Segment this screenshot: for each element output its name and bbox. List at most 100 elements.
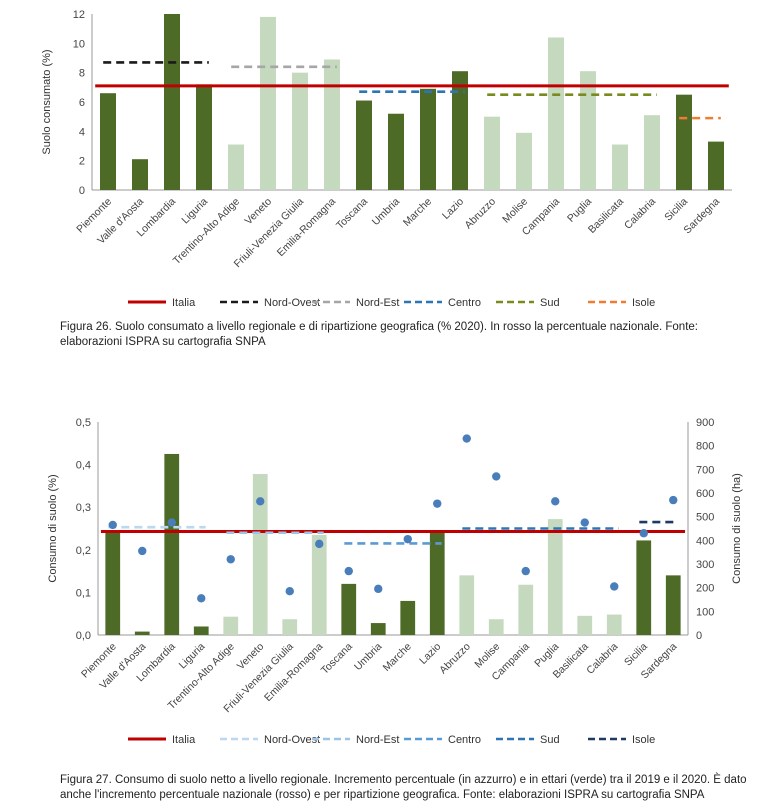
bar	[420, 88, 436, 190]
bar	[665, 575, 681, 635]
category-label: Abruzzo	[437, 641, 473, 677]
bar	[612, 144, 628, 190]
bar	[370, 623, 386, 635]
y-tick-label: 6	[79, 97, 85, 109]
scatter-point	[669, 495, 678, 505]
scatter-point	[108, 520, 117, 530]
y2-tick-label: 200	[696, 583, 714, 595]
bar	[324, 59, 340, 190]
bar	[223, 616, 239, 635]
bar	[164, 453, 180, 635]
category-label: Calabria	[584, 641, 620, 677]
y-tick-label: 0,3	[76, 502, 91, 514]
bar	[260, 16, 276, 190]
scatter-point	[285, 587, 294, 596]
scatter-point	[344, 566, 353, 576]
bar	[577, 615, 593, 635]
bar	[484, 116, 500, 190]
caption-figura-26: Figura 26. Suolo consumato a livello reg…	[60, 321, 698, 348]
bar	[252, 473, 268, 635]
y2-tick-label: 500	[696, 512, 714, 524]
bar	[196, 84, 212, 190]
legend-label: Nord-Ovest	[264, 297, 320, 309]
category-label: Toscana	[334, 196, 370, 232]
scatter-point	[492, 472, 501, 481]
bar	[400, 600, 416, 635]
y2-tick-label: 600	[696, 488, 714, 500]
y-tick-label: 12	[73, 9, 85, 21]
bar	[516, 132, 532, 190]
bar	[341, 583, 357, 635]
category-label: Puglia	[565, 196, 594, 225]
scatter-point	[580, 518, 589, 527]
category-label: Basilicata	[586, 196, 626, 236]
bar	[548, 37, 564, 190]
y-axis-title: Consumo di suolo (%)	[47, 474, 59, 582]
scatter-point	[167, 518, 176, 527]
bar	[636, 540, 652, 635]
category-label: Lazio	[440, 196, 466, 222]
legend-label: Sud	[540, 734, 560, 746]
y-tick-label: 0,5	[76, 417, 91, 429]
bar	[547, 519, 563, 635]
legend-label: Nord-Ovest	[264, 734, 320, 746]
scatter-point	[521, 566, 530, 576]
legend-label: Nord-Est	[356, 734, 399, 746]
category-label: Umbria	[370, 196, 403, 229]
bar	[644, 115, 660, 190]
bar	[388, 113, 404, 190]
y2-tick-label: 400	[696, 535, 714, 547]
bar	[676, 94, 692, 190]
y2-tick-label: 100	[696, 606, 714, 618]
chart-consumo-suolo-netto: 0,0 0,1 0,2 0,3 0,4 0,5 Consumo di suolo (%) 0 1…	[47, 417, 743, 746]
scatter-point	[433, 499, 442, 508]
category-label: Umbria	[352, 641, 385, 674]
bar	[518, 584, 534, 635]
scatter-point	[315, 539, 324, 549]
y-tick-label: 8	[79, 68, 85, 80]
category-label: Marche	[381, 641, 414, 674]
scatter-point	[462, 434, 471, 443]
y2-axis-title: Consumo di suolo (ha)	[731, 473, 743, 584]
legend-label: Italia	[172, 297, 196, 309]
category-label: Lazio	[417, 641, 443, 667]
legend-label: Sud	[540, 297, 560, 309]
y-tick-label: 0	[79, 185, 85, 197]
y-tick-label: 10	[73, 38, 85, 50]
bar	[193, 626, 209, 635]
category-label: Liguria	[179, 196, 210, 227]
y2-tick-label: 700	[696, 464, 714, 476]
bar	[452, 71, 468, 190]
legend-label: Isole	[632, 297, 655, 309]
bar	[164, 14, 180, 190]
category-label: Calabria	[622, 196, 658, 232]
bar	[708, 141, 724, 190]
legend-label: Italia	[172, 734, 196, 746]
bar	[488, 619, 504, 635]
y2-tick-label: 900	[696, 417, 714, 429]
y-tick-label: 4	[79, 126, 85, 138]
legend-label: Isole	[632, 734, 655, 746]
scatter-point	[639, 529, 648, 538]
y-tick-label: 0,0	[76, 630, 91, 642]
y-tick-label: 2	[79, 156, 85, 168]
bar	[580, 71, 596, 190]
category-label: Molise	[500, 196, 530, 226]
category-label: Emilia-Romagna	[275, 196, 338, 259]
bar	[134, 631, 150, 635]
bar	[356, 100, 372, 190]
category-label: Toscana	[319, 641, 355, 677]
scatter-point	[226, 555, 235, 564]
scatter-point	[256, 497, 265, 506]
y2-tick-label: 0	[696, 630, 702, 642]
scatter-point	[610, 582, 619, 591]
caption-figura-27: Figura 27. Consumo di suolo netto a live…	[60, 774, 747, 801]
y-axis-title: Suolo consumato (%)	[41, 49, 53, 154]
bar	[429, 530, 445, 635]
category-label: Abruzzo	[462, 196, 498, 232]
bar	[228, 144, 244, 190]
bar	[132, 159, 148, 190]
category-label: Sicilia	[662, 196, 690, 224]
scatter-point	[138, 546, 147, 556]
